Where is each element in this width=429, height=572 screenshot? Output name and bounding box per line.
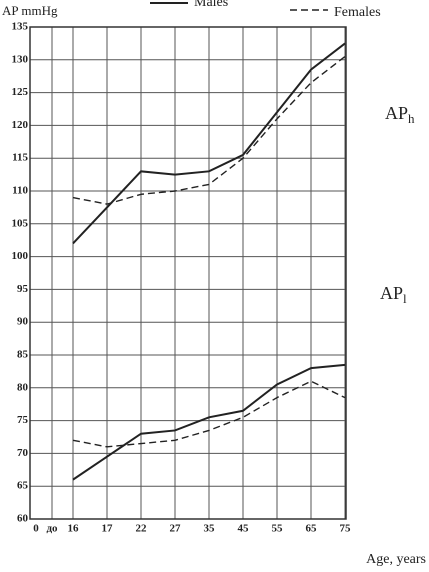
- series-line: [72, 380, 346, 448]
- y-tick-label: 130: [12, 53, 29, 65]
- y-tick-label: 120: [12, 119, 29, 131]
- legend-label: Females: [334, 5, 381, 20]
- y-tick-label: 100: [12, 250, 29, 262]
- y-tick-label: 90: [17, 316, 29, 328]
- y-tick-label: 105: [12, 217, 29, 229]
- series-line: [72, 55, 346, 205]
- annotation: APh: [385, 103, 415, 126]
- y-tick-label: 115: [12, 152, 28, 164]
- x-tick-label: 65: [306, 523, 318, 535]
- y-tick-label: 60: [17, 513, 29, 525]
- x-tick-label: 75: [340, 523, 352, 535]
- x-tick-label: 45: [238, 523, 250, 535]
- x-axis-label: Age, years: [366, 552, 426, 567]
- x-tick-label: 22: [136, 523, 148, 535]
- x-tick-label: 16: [68, 523, 80, 535]
- x-tick-label: до: [46, 523, 58, 535]
- series-line: [72, 42, 346, 245]
- annotation-sub: h: [408, 111, 415, 126]
- y-tick-label: 125: [12, 86, 29, 98]
- x-tick-label: 27: [170, 523, 182, 535]
- annotation-sub: l: [403, 291, 407, 306]
- plot-frame: [29, 26, 347, 520]
- y-tick-label: 95: [17, 283, 29, 295]
- annotation-text: AP: [380, 283, 403, 303]
- legend-label: Males: [194, 0, 228, 10]
- y-tick-label: 135: [12, 21, 29, 33]
- y-tick-label: 80: [17, 381, 29, 393]
- y-tick-label: 65: [17, 480, 29, 492]
- x-tick-label: 17: [102, 523, 114, 535]
- x-tick-label: 55: [272, 523, 284, 535]
- annotation: APl: [380, 283, 407, 306]
- y-tick-label: 110: [12, 185, 28, 197]
- series-line: [72, 363, 346, 481]
- x-tick-label: 35: [204, 523, 216, 535]
- y-axis-label: AP mmHg: [2, 3, 58, 18]
- y-tick-label: 70: [17, 447, 29, 459]
- x-tick-label: 0: [33, 523, 39, 535]
- annotation-text: AP: [385, 103, 408, 123]
- y-tick-label: 85: [17, 349, 29, 361]
- y-tick-label: 75: [17, 414, 29, 426]
